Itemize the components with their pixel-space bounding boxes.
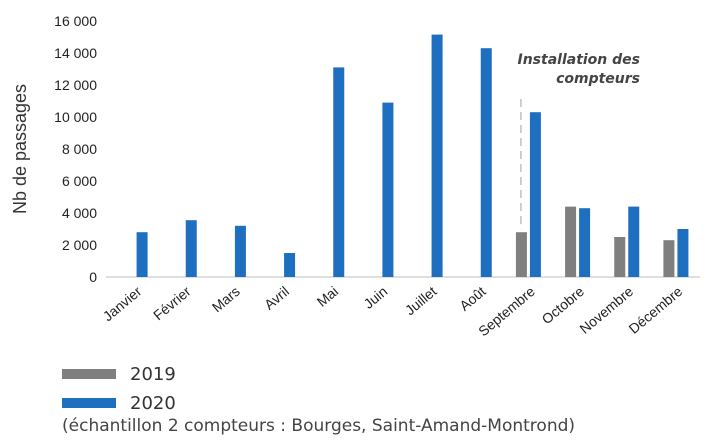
x-tick-label: Janvier xyxy=(100,283,145,324)
y-tick-label: 16 000 xyxy=(54,13,97,29)
annotation-line-1: Installation des xyxy=(518,52,641,68)
y-tick-label: 6 000 xyxy=(62,173,97,189)
y-tick-label: 0 xyxy=(89,269,97,285)
y-tick-label: 2 000 xyxy=(62,237,97,253)
bar-2020-avril xyxy=(284,253,296,277)
legend-label-2019: 2019 xyxy=(130,363,176,385)
bar-2019-novembre xyxy=(614,237,626,277)
x-tick-label: Juillet xyxy=(402,283,440,318)
y-tick-label: 14 000 xyxy=(54,45,97,61)
legend-item-2020: 2020 xyxy=(62,392,176,414)
y-tick-label: 4 000 xyxy=(62,205,97,221)
legend-label-2020: 2020 xyxy=(130,392,176,414)
bar-2020-octobre xyxy=(579,208,591,277)
y-tick-label: 8 000 xyxy=(62,141,97,157)
x-tick-label: Novembre xyxy=(576,283,636,337)
bar-2020-août xyxy=(480,48,492,278)
bar-2020-novembre xyxy=(628,206,640,277)
legend-swatch-2019 xyxy=(62,369,116,379)
legend-item-2019: 2019 xyxy=(62,363,176,385)
x-tick-label: Juin xyxy=(360,283,390,312)
bar-2020-juin xyxy=(382,102,394,277)
x-tick-label: Mai xyxy=(314,283,342,310)
y-tick-label: 12 000 xyxy=(54,77,97,93)
x-tick-label: Août xyxy=(456,283,488,314)
x-tick-label: Février xyxy=(150,283,194,323)
bar-2020-septembre xyxy=(529,112,541,277)
bar-2020-juillet xyxy=(431,34,443,277)
bar-2020-mars xyxy=(234,225,246,277)
bar-2020-mai xyxy=(333,67,345,278)
legend-swatch-2020 xyxy=(62,398,116,408)
x-tick-label: Décembre xyxy=(626,283,686,337)
y-tick-label: 10 000 xyxy=(54,109,97,125)
bar-2019-septembre xyxy=(515,232,527,277)
bar-2020-février xyxy=(185,220,197,277)
x-tick-label: Mars xyxy=(209,283,243,315)
bar-2020-janvier xyxy=(136,232,148,277)
x-tick-label: Avril xyxy=(261,283,292,313)
bar-2020-décembre xyxy=(677,229,689,277)
source-note: (échantillon 2 compteurs : Bourges, Sain… xyxy=(62,416,576,436)
annotation-line-2: compteurs xyxy=(556,71,640,87)
bar-2019-octobre xyxy=(565,206,577,277)
y-axis-label: Nb de passages xyxy=(10,84,30,214)
bar-2019-décembre xyxy=(663,240,675,277)
